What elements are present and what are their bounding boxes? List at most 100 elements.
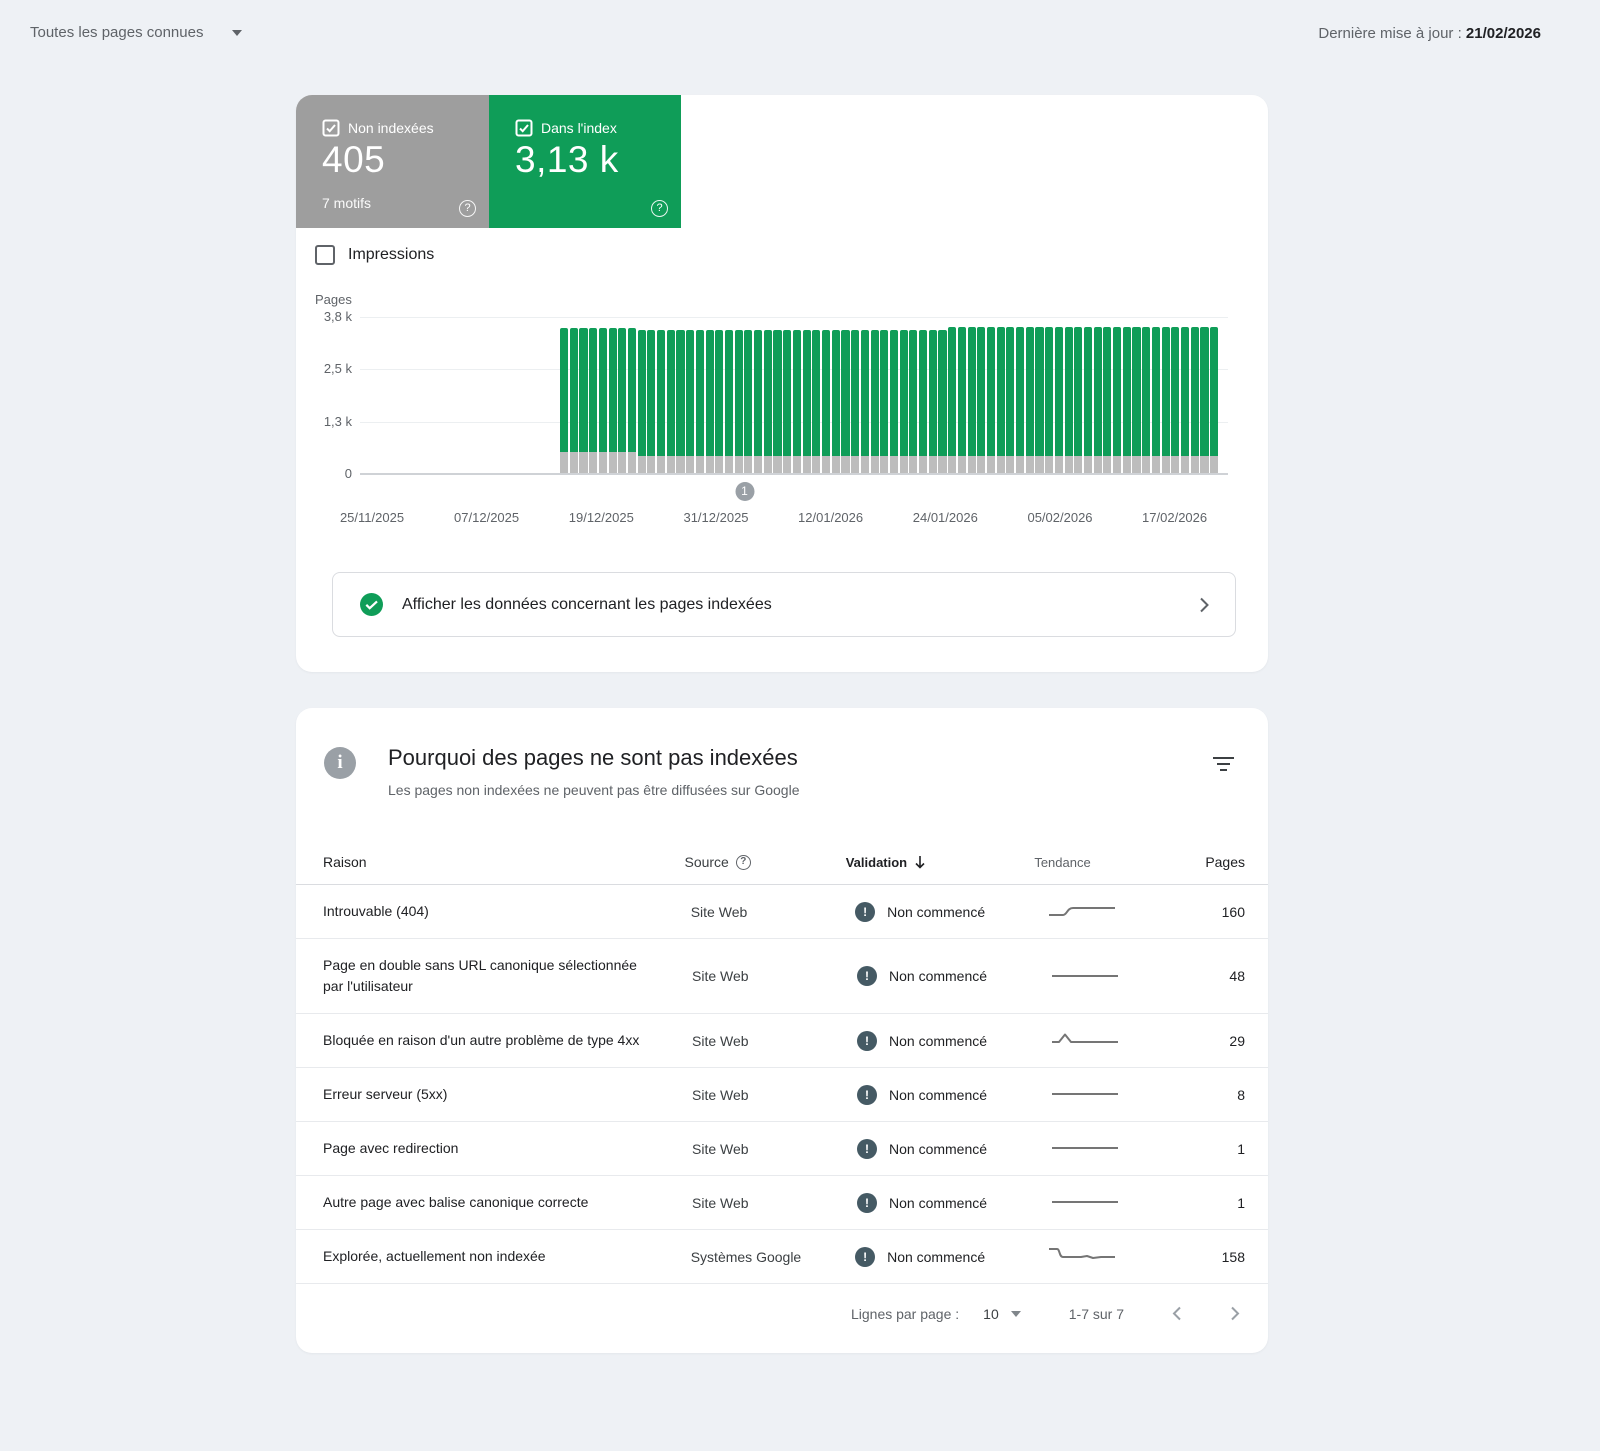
chart-annotation-marker[interactable]: 1 xyxy=(735,482,755,501)
table-row[interactable]: Explorée, actuellement non indexée Systèm… xyxy=(296,1230,1268,1284)
bar-day[interactable] xyxy=(569,328,578,473)
bar-day[interactable] xyxy=(627,328,637,473)
bar-day[interactable] xyxy=(1161,327,1170,473)
bar-day[interactable] xyxy=(773,329,782,473)
bar-day[interactable] xyxy=(928,329,937,473)
bar-day[interactable] xyxy=(598,328,607,473)
filter-icon[interactable] xyxy=(1212,757,1234,773)
bar-day[interactable] xyxy=(734,329,743,473)
stacked-bar-chart[interactable] xyxy=(360,317,1228,475)
impressions-toggle[interactable]: Impressions xyxy=(315,245,434,265)
chart-bars[interactable] xyxy=(560,327,1219,473)
bar-day[interactable] xyxy=(1016,327,1025,473)
bar-day[interactable] xyxy=(899,329,908,473)
bar-day[interactable] xyxy=(996,327,1005,473)
column-header-pages: Pages xyxy=(1205,854,1246,870)
bar-day[interactable] xyxy=(695,329,704,473)
bar-day[interactable] xyxy=(860,329,869,473)
bar-day[interactable] xyxy=(1064,327,1073,473)
table-row[interactable]: Autre page avec balise canonique correct… xyxy=(296,1176,1268,1230)
bar-day[interactable] xyxy=(754,329,763,473)
bar-day[interactable] xyxy=(957,327,966,473)
bar-day[interactable] xyxy=(666,329,675,473)
bar-day[interactable] xyxy=(676,329,685,473)
unchecked-checkbox-icon[interactable] xyxy=(315,245,335,265)
bar-day[interactable] xyxy=(783,329,792,473)
x-tick-label: 17/02/2026 xyxy=(1142,510,1208,525)
help-icon[interactable]: ? xyxy=(735,854,751,870)
bar-day[interactable] xyxy=(948,327,957,473)
bar-day[interactable] xyxy=(831,329,840,473)
bar-day[interactable] xyxy=(851,329,860,473)
bar-day[interactable] xyxy=(802,329,811,473)
bar-day[interactable] xyxy=(1074,327,1083,473)
bar-day[interactable] xyxy=(647,329,656,473)
bar-day[interactable] xyxy=(1122,327,1131,473)
bar-day[interactable] xyxy=(967,327,976,473)
bar-day[interactable] xyxy=(880,329,889,473)
bar-day[interactable] xyxy=(1210,327,1219,473)
bar-day[interactable] xyxy=(821,329,831,473)
trend-cell xyxy=(1050,1083,1225,1106)
bar-day[interactable] xyxy=(1035,327,1044,473)
bar-day[interactable] xyxy=(763,329,772,473)
bar-day[interactable] xyxy=(618,328,627,473)
non-indexed-card[interactable]: Non indexées 405 7 motifs ? xyxy=(296,95,489,228)
view-indexed-data-banner[interactable]: Afficher les données concernant les page… xyxy=(332,572,1236,637)
next-page-button[interactable] xyxy=(1230,1306,1240,1321)
bar-day[interactable] xyxy=(812,329,821,473)
bar-day[interactable] xyxy=(1181,327,1190,473)
bar-day[interactable] xyxy=(1054,327,1063,473)
bar-day[interactable] xyxy=(589,328,598,473)
bar-day[interactable] xyxy=(579,328,588,473)
bar-day[interactable] xyxy=(889,329,899,473)
bar-day[interactable] xyxy=(1132,327,1141,473)
bar-day[interactable] xyxy=(560,328,569,473)
rows-per-page-value[interactable]: 10 xyxy=(983,1305,999,1322)
bar-day[interactable] xyxy=(1171,327,1180,473)
bar-day[interactable] xyxy=(1045,327,1054,473)
bar-day[interactable] xyxy=(637,329,646,473)
bar-day[interactable] xyxy=(792,329,801,473)
bar-day[interactable] xyxy=(744,329,753,473)
bar-day[interactable] xyxy=(1113,327,1122,473)
bar-day[interactable] xyxy=(986,327,996,473)
bar-day[interactable] xyxy=(1083,327,1093,473)
bar-day[interactable] xyxy=(715,329,724,473)
bar-day[interactable] xyxy=(1103,327,1112,473)
bar-day[interactable] xyxy=(1200,327,1209,473)
bar-day[interactable] xyxy=(977,327,986,473)
indexed-card[interactable]: Dans l'index 3,13 k ? xyxy=(489,95,681,228)
bar-day[interactable] xyxy=(1142,327,1151,473)
column-header-validation[interactable]: Validation xyxy=(846,855,1035,870)
table-row[interactable]: Page en double sans URL canonique sélect… xyxy=(296,939,1268,1014)
help-icon[interactable]: ? xyxy=(651,200,668,217)
help-icon[interactable]: ? xyxy=(459,200,476,217)
bar-day[interactable] xyxy=(1025,327,1034,473)
validation-cell: ! Non commencé xyxy=(857,1084,1050,1105)
bar-day[interactable] xyxy=(686,329,695,473)
table-row[interactable]: Bloquée en raison d'un autre problème de… xyxy=(296,1014,1268,1068)
chevron-down-icon[interactable] xyxy=(1010,1310,1021,1317)
bar-day[interactable] xyxy=(938,329,947,473)
previous-page-button[interactable] xyxy=(1172,1306,1182,1321)
bar-day[interactable] xyxy=(1006,327,1015,473)
checked-checkbox-icon xyxy=(322,119,340,137)
bar-day[interactable] xyxy=(909,329,918,473)
table-row[interactable]: Page avec redirection Site Web! Non commen… xyxy=(296,1122,1268,1176)
bar-day[interactable] xyxy=(657,329,666,473)
bar-day[interactable] xyxy=(1151,327,1160,473)
bar-day[interactable] xyxy=(705,329,714,473)
source-cell: Systèmes Google xyxy=(690,1248,802,1265)
trend-sparkline xyxy=(1052,1201,1118,1203)
bar-day[interactable] xyxy=(841,329,850,473)
page-scope-dropdown[interactable]: Toutes les pages connues xyxy=(30,24,243,41)
bar-day[interactable] xyxy=(870,329,879,473)
bar-day[interactable] xyxy=(608,328,617,473)
bar-day[interactable] xyxy=(724,329,734,473)
bar-day[interactable] xyxy=(1190,327,1199,473)
bar-day[interactable] xyxy=(1093,327,1102,473)
table-row[interactable]: Introuvable (404) Site Web! Non commencé 16… xyxy=(296,885,1268,939)
bar-day[interactable] xyxy=(919,329,928,473)
table-row[interactable]: Erreur serveur (5xx) Site Web! Non commenc… xyxy=(296,1068,1268,1122)
